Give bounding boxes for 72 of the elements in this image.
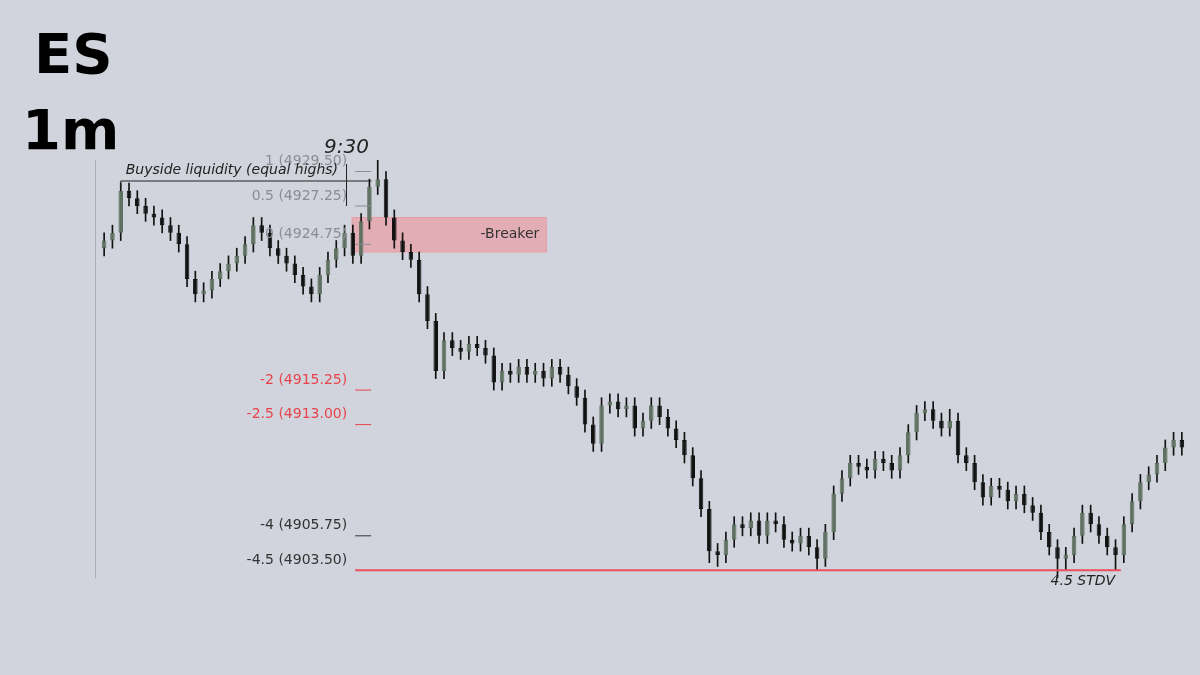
candlestick: [118, 182, 124, 241]
candlestick: [798, 527, 803, 552]
candlestick: [1162, 439, 1168, 471]
candlestick: [532, 362, 538, 383]
candlestick: [375, 160, 380, 195]
candlestick: [168, 217, 173, 241]
candlestick: [574, 378, 579, 406]
candlestick: [251, 217, 256, 253]
candlestick: [143, 198, 148, 222]
candlestick: [425, 286, 430, 330]
candlestick: [632, 397, 637, 437]
candlestick: [508, 362, 513, 383]
candlestick: [972, 454, 977, 491]
candlestick: [1113, 539, 1118, 571]
candlestick: [392, 209, 397, 249]
candlestick: [226, 255, 231, 280]
candlestick: [1146, 466, 1151, 491]
ref-line-label: 0.5 (4927.25): [251, 186, 348, 203]
candlestick: [367, 178, 372, 230]
candlestick: [201, 282, 206, 303]
candlestick: [1088, 504, 1093, 533]
candlestick: [831, 485, 836, 540]
annotation: 4.5 STDV: [1050, 571, 1117, 588]
candlestick: [740, 516, 745, 537]
ref-line-label: -4.5 (4903.50): [246, 550, 348, 567]
candlestick: [400, 232, 405, 261]
candlestick: [964, 447, 969, 471]
candlestick: [856, 454, 861, 475]
candlestick: [516, 359, 521, 383]
candlestick: [566, 366, 571, 395]
candlestick: [110, 224, 115, 249]
candlestick: [881, 451, 886, 471]
candlestick: [682, 431, 687, 464]
candlestick: [284, 247, 289, 272]
ref-line-label: -2 (4915.25): [259, 370, 348, 387]
candlestick: [773, 512, 778, 533]
chart-title: ES: [34, 21, 113, 86]
candlestick: [906, 424, 911, 464]
candlestick: [997, 477, 1002, 498]
candlestick: [309, 278, 314, 303]
candlestick: [541, 362, 546, 387]
candlestick: [483, 339, 488, 364]
candlestick: [450, 332, 455, 356]
candlestick: [135, 190, 140, 215]
candlestick: [1030, 497, 1035, 521]
candlestick: [458, 339, 463, 360]
candlestick: [657, 397, 662, 425]
candlestick: [1080, 504, 1085, 544]
candlestick: [193, 270, 198, 303]
candlestick: [690, 447, 696, 487]
candlestick: [765, 512, 770, 544]
candlestick: [889, 454, 894, 479]
candlestick: [599, 397, 604, 452]
candlestick: [914, 405, 919, 441]
candlestick: [333, 240, 339, 268]
ref-line-label: -2.5 (4913.00): [246, 405, 348, 422]
chart-subtitle: 1m: [22, 97, 120, 162]
candlestick: [947, 408, 953, 437]
candlestick: [823, 523, 828, 567]
candlestick: [259, 217, 264, 241]
candlestick: [1022, 485, 1027, 514]
candlestick: [939, 412, 944, 437]
candlestick: [1171, 431, 1176, 456]
candlestick: [1138, 474, 1143, 510]
candlestick: [649, 397, 654, 429]
ref-line-label: -4 (4905.75): [259, 516, 348, 533]
candlestick: [317, 267, 322, 303]
candlestick: [707, 500, 712, 563]
candlestick: [624, 397, 629, 418]
candlestick: [715, 543, 720, 567]
band-label: -Breaker: [480, 225, 540, 242]
candlestick: [590, 416, 596, 452]
